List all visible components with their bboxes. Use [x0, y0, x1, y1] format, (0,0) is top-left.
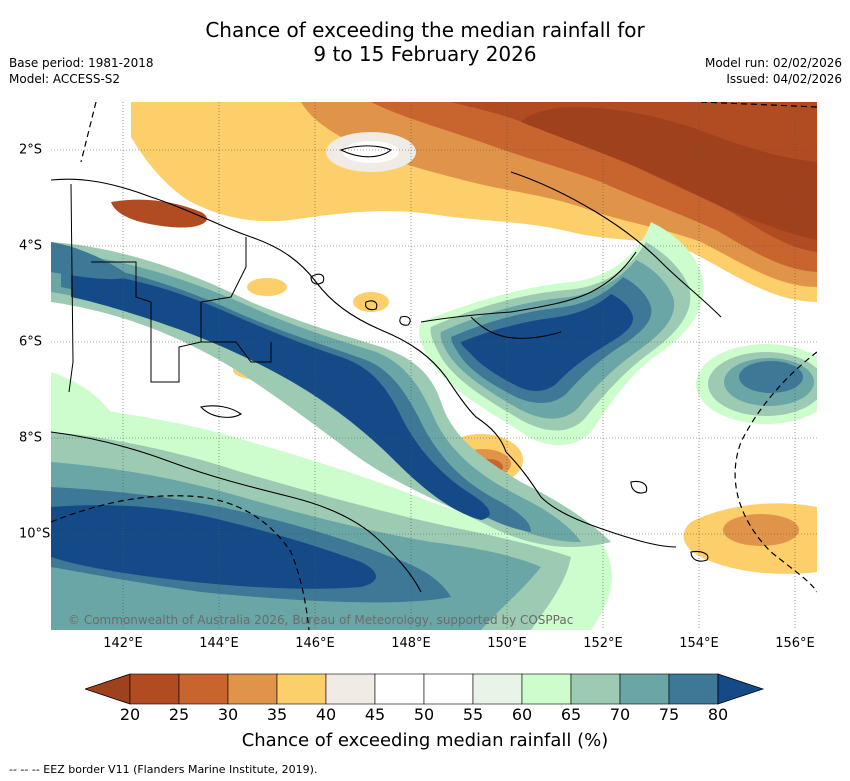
- colorbar: [85, 673, 765, 705]
- eez-footnote: -- -- -- EEZ border V11 (Flanders Marine…: [9, 763, 318, 776]
- colorbar-tick-label: 70: [609, 705, 631, 724]
- title-line-1: Chance of exceeding the median rainfall …: [205, 18, 645, 42]
- colorbar-tick-label: 80: [707, 705, 729, 724]
- colorbar-extend-high: [717, 673, 765, 705]
- issued-date: Issued: 04/02/2026: [726, 72, 842, 86]
- colorbar-segment: [619, 673, 670, 705]
- meta-right: Model run: 02/02/2026 Issued: 04/02/2026: [705, 55, 842, 87]
- colorbar-tick-label: 55: [462, 705, 484, 724]
- rainfall-map: [51, 102, 817, 630]
- colorbar-tick-label: 35: [266, 705, 288, 724]
- wet-region-east: [419, 222, 704, 446]
- colorbar-segment: [129, 673, 180, 705]
- lat-tick: 2°S: [19, 142, 43, 158]
- colorbar-tick-label: 50: [413, 705, 435, 724]
- lon-tick: 154°E: [679, 636, 719, 651]
- wet-region-central: [51, 242, 611, 547]
- base-period: Base period: 1981-2018: [9, 56, 154, 70]
- lat-tick: 6°S: [19, 334, 43, 350]
- colorbar-tick-label: 45: [364, 705, 386, 724]
- colorbar-segment: [374, 673, 425, 705]
- lon-tick: 142°E: [103, 636, 143, 651]
- lon-tick: 144°E: [199, 636, 239, 651]
- colorbar-segment: [472, 673, 523, 705]
- colorbar-segment: [570, 673, 621, 705]
- colorbar-segments: [85, 673, 765, 705]
- copyright-notice: © Commonwealth of Australia 2026, Bureau…: [68, 613, 574, 627]
- lon-tick: 152°E: [583, 636, 623, 651]
- coastlines: [51, 145, 722, 593]
- colorbar-segment: [276, 673, 327, 705]
- colorbar-segment: [521, 673, 572, 705]
- colorbar-extend-low: [85, 673, 131, 705]
- colorbar-segment: [227, 673, 278, 705]
- colorbar-tick-label: 40: [315, 705, 337, 724]
- title-line-2: 9 to 15 February 2026: [313, 42, 537, 66]
- colorbar-label: Chance of exceeding median rainfall (%): [241, 730, 609, 751]
- meta-left: Base period: 1981-2018 Model: ACCESS-S2: [9, 55, 154, 87]
- chart-title: Chance of exceeding the median rainfall …: [0, 18, 850, 66]
- colorbar-tick-label: 30: [217, 705, 239, 724]
- graticule: [51, 102, 817, 630]
- political-borders: [68, 183, 272, 393]
- dry-region-north: [111, 102, 817, 302]
- model-run: Model run: 02/02/2026: [704, 56, 842, 70]
- lon-tick: 156°E: [775, 636, 815, 651]
- colorbar-tick-label: 75: [658, 705, 680, 724]
- colorbar-tick-label: 65: [560, 705, 582, 724]
- wet-region-southwest: [51, 402, 612, 630]
- wet-region-far-east: [696, 344, 817, 424]
- colorbar-tick-label: 60: [511, 705, 533, 724]
- lat-tick: 10°S: [19, 526, 51, 542]
- colorbar-tick-label: 20: [119, 705, 141, 724]
- colorbar-segment: [325, 673, 376, 705]
- model-name: Model: ACCESS-S2: [9, 72, 121, 86]
- eez-borders: [51, 102, 817, 630]
- colorbar-segment: [178, 673, 229, 705]
- lon-tick: 146°E: [295, 636, 335, 651]
- lon-tick: 150°E: [487, 636, 527, 651]
- lat-tick: 8°S: [19, 430, 43, 446]
- lon-tick: 148°E: [391, 636, 431, 651]
- lat-tick: 4°S: [19, 238, 43, 254]
- colorbar-tick-label: 25: [168, 705, 190, 724]
- colorbar-segment: [423, 673, 474, 705]
- colorbar-segment: [668, 673, 719, 705]
- wet-band-west: [51, 242, 131, 432]
